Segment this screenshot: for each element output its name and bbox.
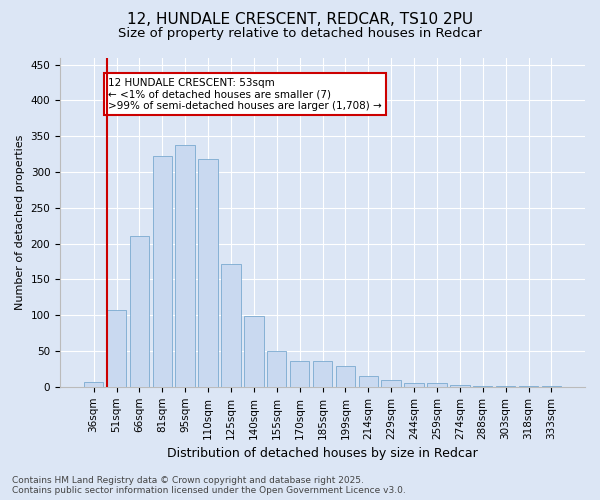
Y-axis label: Number of detached properties: Number of detached properties (15, 134, 25, 310)
Bar (473, 386, 493, 387)
Bar (221, 264, 241, 387)
Bar (84, 382, 103, 387)
Bar (382, 380, 401, 387)
Bar (519, 386, 538, 387)
Bar (267, 351, 286, 387)
Bar (313, 361, 332, 387)
Bar (290, 361, 310, 387)
Text: 12 HUNDALE CRESCENT: 53sqm
← <1% of detached houses are smaller (7)
>99% of semi: 12 HUNDALE CRESCENT: 53sqm ← <1% of deta… (108, 78, 382, 110)
Bar (244, 316, 263, 387)
Text: 12, HUNDALE CRESCENT, REDCAR, TS10 2PU: 12, HUNDALE CRESCENT, REDCAR, TS10 2PU (127, 12, 473, 28)
Bar (496, 386, 515, 387)
Bar (404, 383, 424, 387)
Text: Size of property relative to detached houses in Redcar: Size of property relative to detached ho… (118, 28, 482, 40)
Bar (335, 366, 355, 387)
X-axis label: Distribution of detached houses by size in Redcar: Distribution of detached houses by size … (167, 447, 478, 460)
Bar (152, 156, 172, 387)
Bar (542, 386, 561, 387)
Text: Contains HM Land Registry data © Crown copyright and database right 2025.
Contai: Contains HM Land Registry data © Crown c… (12, 476, 406, 495)
Bar (359, 376, 378, 387)
Bar (130, 236, 149, 387)
Bar (175, 145, 195, 387)
Bar (107, 310, 126, 387)
Bar (199, 159, 218, 387)
Bar (427, 382, 446, 387)
Bar (450, 386, 470, 387)
